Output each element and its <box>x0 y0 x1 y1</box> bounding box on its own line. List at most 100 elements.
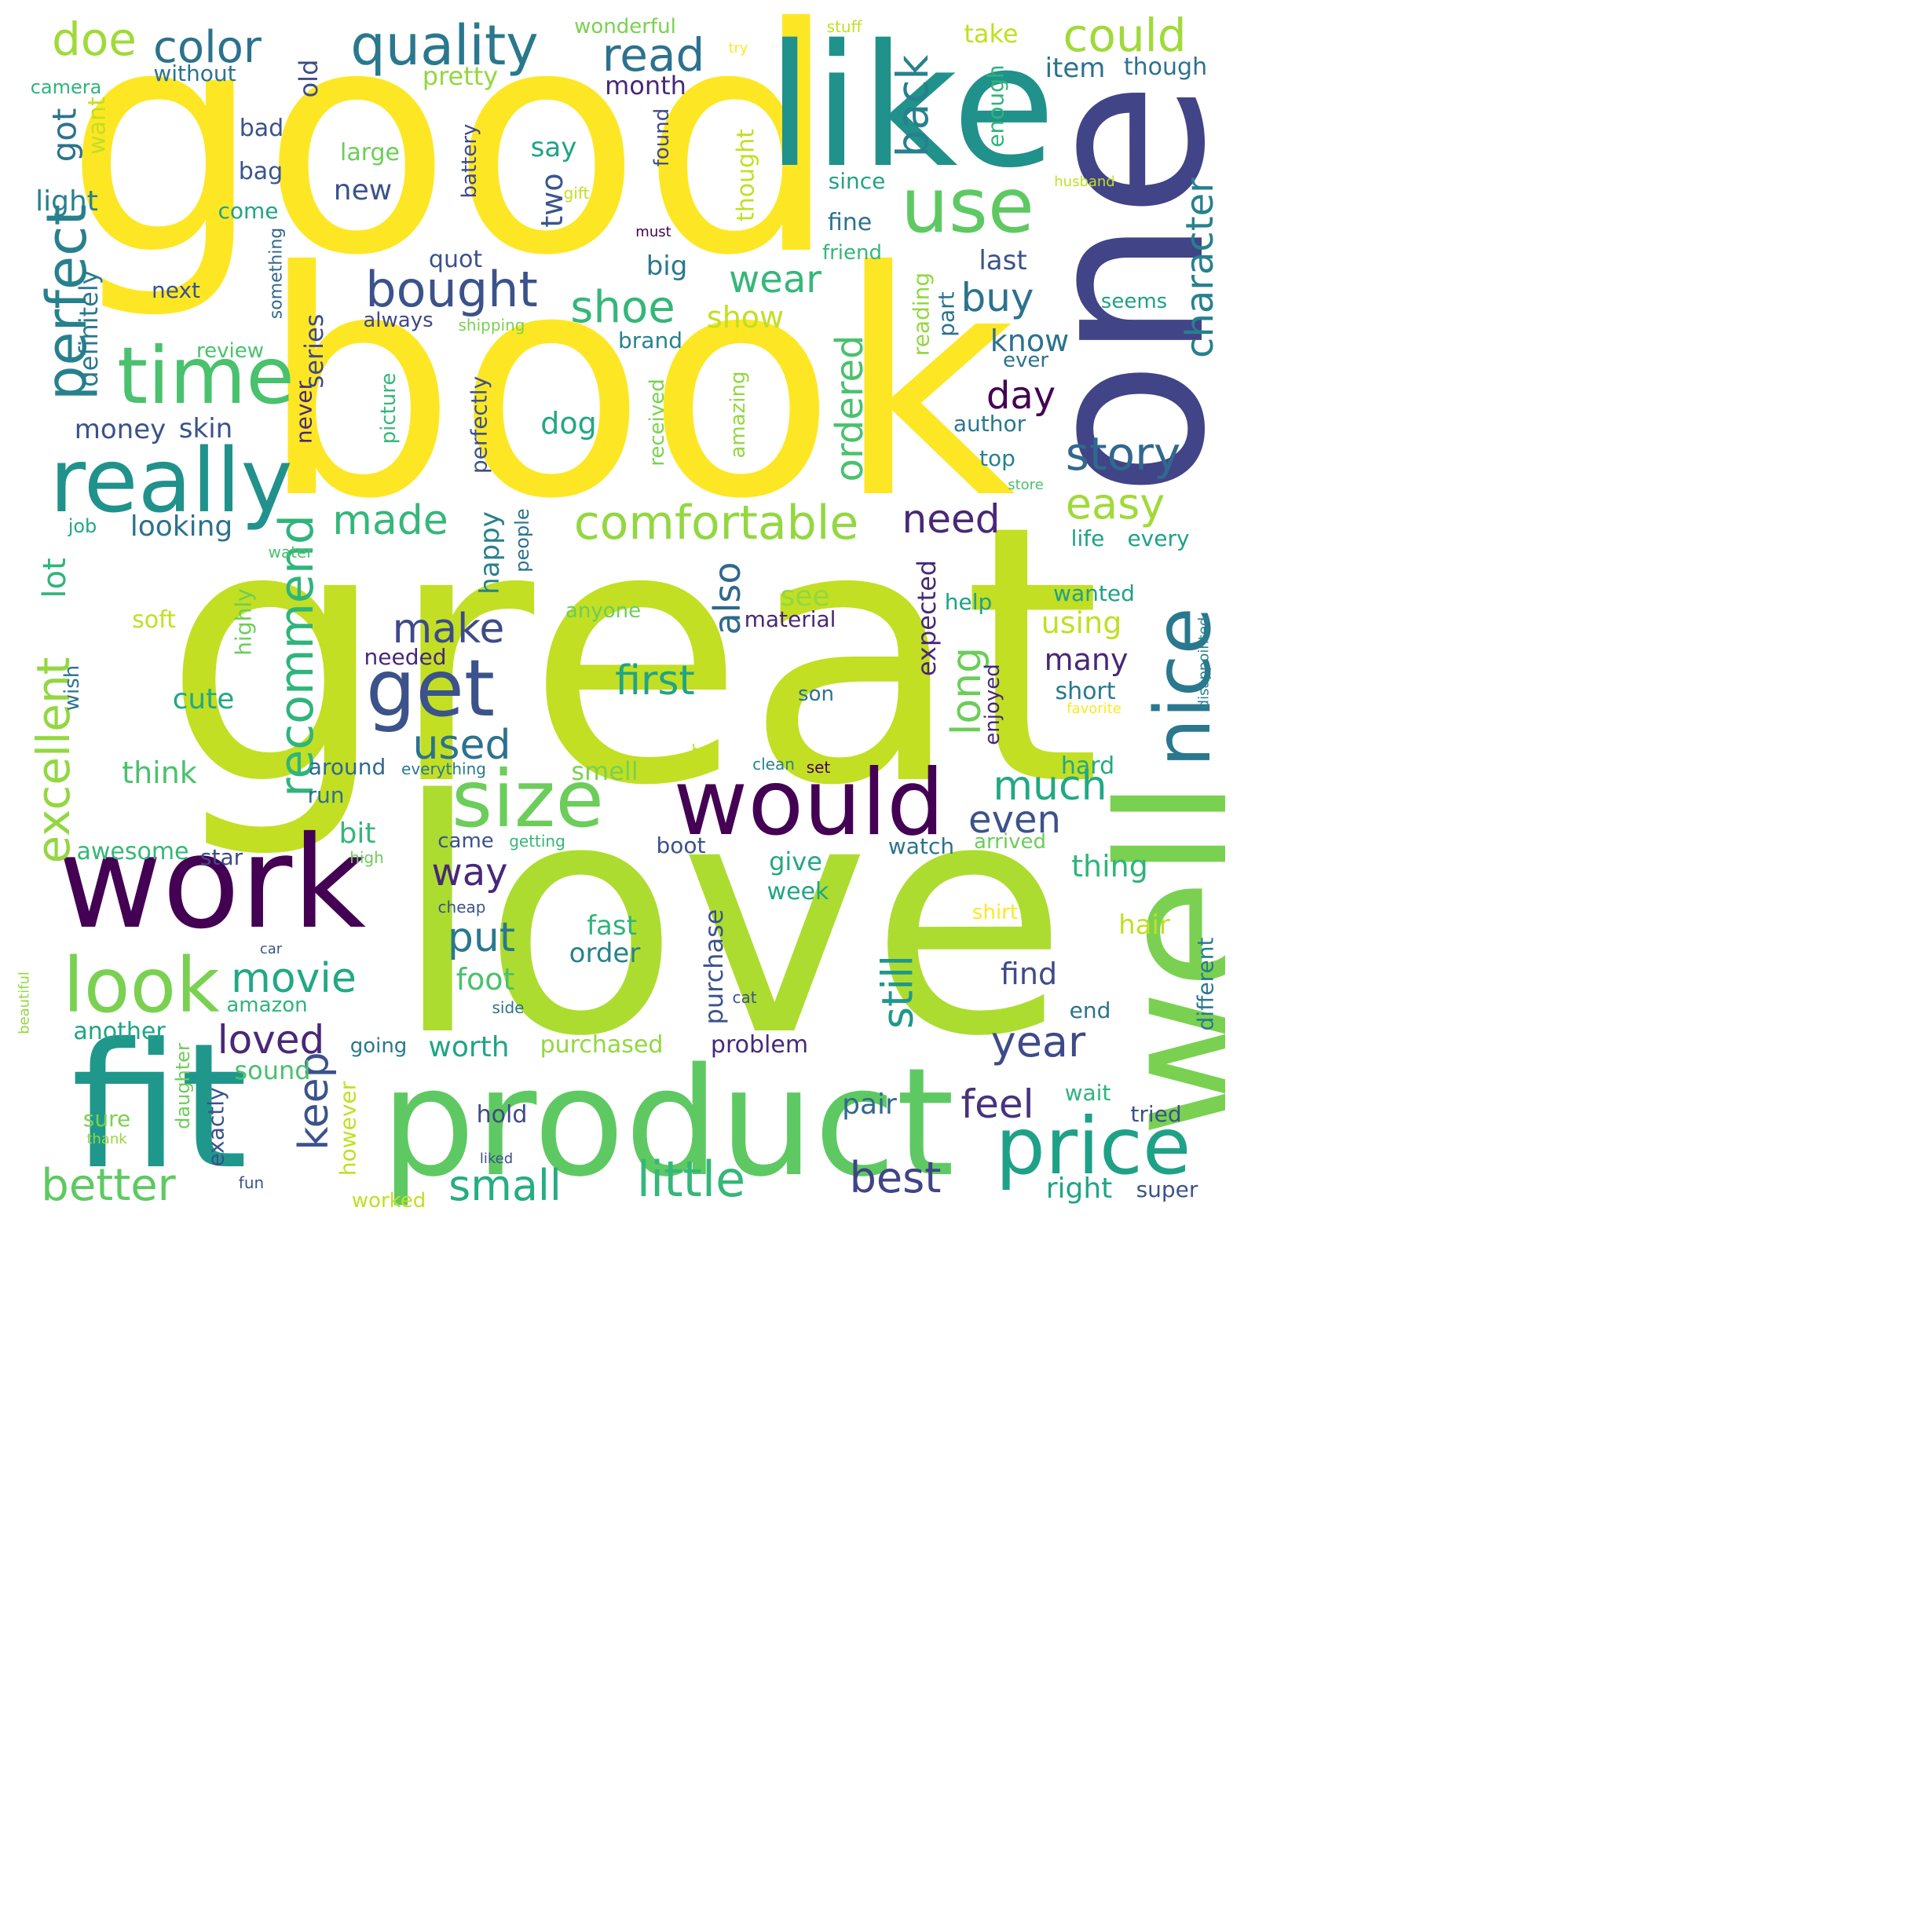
word-stuff: stuff <box>827 17 863 36</box>
word-side: side <box>492 998 525 1017</box>
word-found: found <box>650 108 674 167</box>
word-even: even <box>968 798 1061 842</box>
word-fast: fast <box>587 910 637 942</box>
word-cat: cat <box>732 988 756 1007</box>
word-enough: enough <box>983 64 1009 147</box>
word-cute: cute <box>173 683 235 715</box>
word-short: short <box>1055 678 1115 705</box>
word-bought: bought <box>365 261 538 318</box>
word-hair: hair <box>1118 909 1170 941</box>
word-shirt: shirt <box>972 901 1018 924</box>
word-skin: skin <box>179 413 232 445</box>
word-best: best <box>850 1153 942 1202</box>
word-super: super <box>1136 1176 1198 1202</box>
word-pair: pair <box>842 1089 897 1121</box>
word-get: get <box>366 642 495 734</box>
word-old: old <box>294 60 324 98</box>
word-top: top <box>979 445 1015 471</box>
word-car: car <box>260 941 283 957</box>
word-always: always <box>363 309 433 332</box>
word-must: must <box>635 224 671 240</box>
word-little: little <box>637 1151 745 1208</box>
word-hold: hold <box>477 1101 528 1129</box>
word-beautiful: beautiful <box>16 971 33 1034</box>
word-product: product <box>381 1036 955 1209</box>
word-run: run <box>307 782 344 808</box>
word-movie: movie <box>231 955 357 1002</box>
word-need: need <box>902 496 1001 542</box>
word-daughter: daughter <box>172 1043 194 1129</box>
word-sure: sure <box>83 1106 130 1132</box>
word-also: also <box>706 562 748 635</box>
word-using: using <box>1041 606 1122 640</box>
word-book: book <box>260 206 1016 567</box>
word-wait: wait <box>1065 1080 1111 1106</box>
word-put: put <box>448 914 515 961</box>
word-shipping: shipping <box>459 316 525 335</box>
word-clean: clean <box>752 755 795 774</box>
word-watch: watch <box>888 833 954 859</box>
word-people: people <box>511 508 533 572</box>
word-doe: doe <box>52 13 137 66</box>
word-year: year <box>991 1017 1086 1067</box>
word-battery: battery <box>458 124 481 199</box>
word-bad: bad <box>240 115 284 142</box>
word-recommend: recommend <box>269 514 324 797</box>
word-next: next <box>152 277 200 303</box>
word-one: one <box>994 81 1225 497</box>
word-read: read <box>602 28 705 82</box>
word-last: last <box>979 245 1026 276</box>
word-better: better <box>41 1160 176 1211</box>
word-enjoyed: enjoyed <box>981 664 1004 745</box>
word-problem: problem <box>711 1031 808 1059</box>
word-small: small <box>448 1161 562 1210</box>
word-would: would <box>673 750 944 856</box>
word-know: know <box>990 324 1069 358</box>
word-feel: feel <box>961 1081 1034 1127</box>
word-big: big <box>646 251 688 282</box>
word-getting: getting <box>509 832 565 851</box>
word-see: see <box>780 580 829 613</box>
word-seems: seems <box>1101 290 1167 313</box>
word-want: want <box>84 97 112 155</box>
word-boot: boot <box>656 832 705 858</box>
word-friend: friend <box>822 241 882 265</box>
word-many: many <box>1045 642 1129 677</box>
word-wonderful: wonderful <box>574 15 676 38</box>
word-star: star <box>200 844 243 870</box>
word-author: author <box>953 411 1026 437</box>
word-soft: soft <box>132 606 176 634</box>
word-cloud: good book great love like one well product fit wo… <box>0 0 1225 1225</box>
word-foot: foot <box>456 962 515 997</box>
word-made: made <box>332 497 448 544</box>
word-reading: reading <box>909 273 935 356</box>
word-liked: liked <box>480 1151 513 1167</box>
word-tried: tried <box>1130 1101 1181 1127</box>
word-use: use <box>901 162 1034 250</box>
word-worked: worked <box>352 1189 426 1213</box>
word-two: two <box>535 173 569 227</box>
word-item: item <box>1045 53 1106 84</box>
word-comfortable: comfortable <box>574 496 859 551</box>
word-wish: wish <box>60 665 84 712</box>
word-got: got <box>46 108 84 163</box>
word-new: new <box>334 174 392 207</box>
word-around: around <box>309 754 386 780</box>
word-bag: bag <box>239 158 283 185</box>
word-series: series <box>299 314 329 389</box>
word-material: material <box>745 606 836 632</box>
word-shoe: shoe <box>570 282 675 333</box>
word-give: give <box>769 847 822 876</box>
word-thing: thing <box>1071 849 1148 884</box>
word-really: really <box>49 430 293 532</box>
word-awesome: awesome <box>76 838 188 865</box>
word-character: character <box>1178 177 1222 358</box>
word-quot: quot <box>429 246 482 273</box>
word-end: end <box>1070 997 1111 1023</box>
word-right: right <box>1046 1173 1113 1205</box>
word-every: every <box>1127 525 1189 551</box>
word-husband: husband <box>1054 174 1114 190</box>
word-set: set <box>807 758 831 777</box>
word-great: great <box>163 449 1101 863</box>
word-ever: ever <box>1003 349 1048 372</box>
